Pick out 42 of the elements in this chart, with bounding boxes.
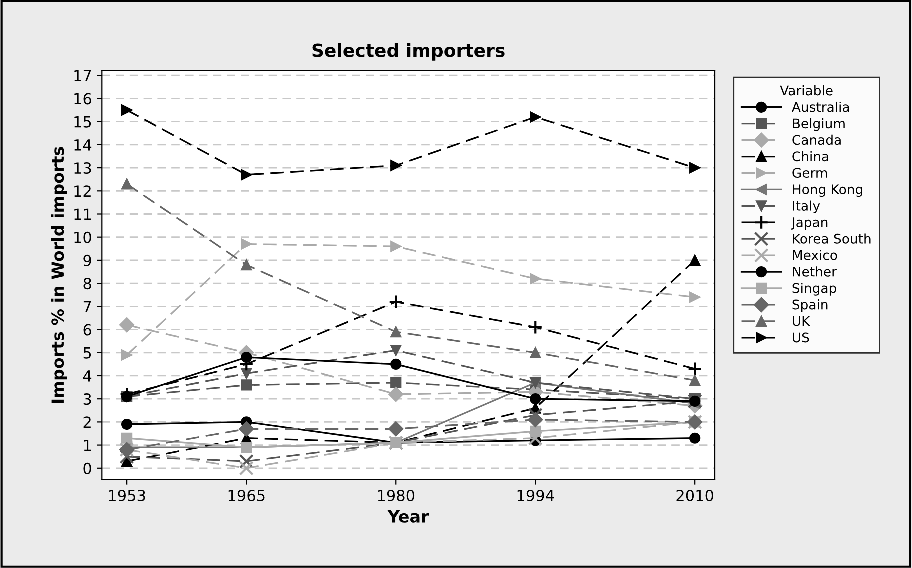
legend-label: China <box>792 151 828 162</box>
x-tick-label: 1994 <box>518 490 554 502</box>
y-tick-label: 1 <box>84 440 92 452</box>
legend-label: UK <box>793 316 811 326</box>
x-tick-label: 1980 <box>378 490 415 502</box>
y-tick-label: 9 <box>84 254 92 266</box>
legend-label: Canada <box>792 134 841 146</box>
x-axis-title: Year <box>388 510 430 523</box>
legend-label: Australia <box>792 102 850 112</box>
legend-label: Japan <box>791 218 828 230</box>
y-tick-label: 6 <box>84 324 92 336</box>
legend-label: Singap <box>792 283 836 296</box>
y-tick-label: 0 <box>84 462 92 474</box>
legend-label: Nether <box>793 266 837 277</box>
y-tick-label: 16 <box>74 93 92 105</box>
y-tick-label: 15 <box>74 116 92 128</box>
y-tick-label: 2 <box>84 416 91 428</box>
legend-title: Variable <box>780 86 833 96</box>
legend-label: Hong Kong <box>793 184 862 198</box>
legend-label: Korea South <box>793 234 871 244</box>
x-tick-label: 1953 <box>109 490 146 502</box>
legend-label: Spain <box>792 300 828 312</box>
chart-title: Selected importers <box>312 43 505 61</box>
x-tick-label: 1965 <box>228 490 265 502</box>
legend-label: Italy <box>793 200 820 214</box>
x-tick-label: 2010 <box>676 490 714 502</box>
y-tick-label: 11 <box>74 208 92 220</box>
y-tick-label: 12 <box>74 186 91 197</box>
y-tick-label: 5 <box>84 348 92 359</box>
legend-label: US <box>793 332 810 343</box>
legend-label: Mexico <box>793 250 838 260</box>
y-tick-label: 14 <box>74 140 92 151</box>
y-tick-label: 8 <box>84 278 92 290</box>
y-tick-label: 17 <box>74 70 92 82</box>
y-tick-label: 4 <box>83 370 92 382</box>
legend-label: Belgium <box>793 118 845 132</box>
y-tick-label: 13 <box>74 162 92 174</box>
y-axis-title: Imports % in World imports <box>51 147 68 404</box>
y-tick-label: 7 <box>84 301 92 312</box>
y-tick-label: 3 <box>84 394 92 406</box>
legend-label: Germ <box>792 168 828 178</box>
y-tick-label: 10 <box>74 232 92 244</box>
